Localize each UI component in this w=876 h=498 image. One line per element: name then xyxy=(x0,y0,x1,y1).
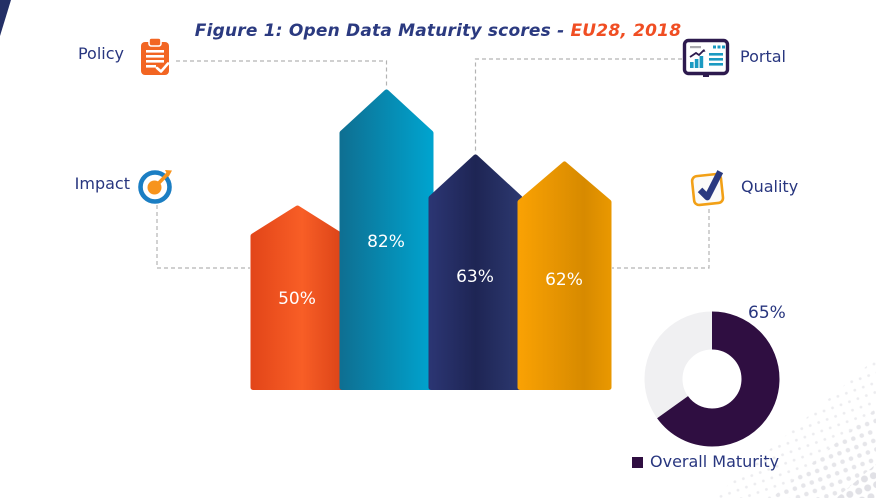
clipboard-icon xyxy=(141,37,170,75)
connector-impact xyxy=(156,205,250,269)
figure-title: Figure 1: Open Data Maturity scores - EU… xyxy=(0,21,876,41)
bar-value-policy: 82% xyxy=(367,232,405,252)
connector-portal xyxy=(474,58,682,151)
bar-quality xyxy=(517,161,612,390)
bar-policy xyxy=(339,89,434,390)
legend-swatch xyxy=(632,457,643,468)
label-impact: Impact xyxy=(74,174,130,193)
label-policy: Policy xyxy=(77,44,124,63)
figure-title-main: Figure 1: Open Data Maturity scores - xyxy=(194,21,571,41)
corner-triangle-decoration xyxy=(0,0,11,36)
bar-value-impact: 50% xyxy=(278,289,316,309)
bar-value-quality: 62% xyxy=(545,270,583,290)
donut-chart xyxy=(644,311,780,447)
bar-impact xyxy=(250,205,345,390)
bar-portal xyxy=(428,154,523,390)
halftone-dots-decoration xyxy=(713,358,876,498)
connector-policy xyxy=(176,60,388,86)
connector-quality xyxy=(612,209,710,269)
dashboard-icon xyxy=(682,38,730,77)
checkbox-icon xyxy=(690,170,725,207)
bar-value-portal: 63% xyxy=(456,267,494,287)
donut-value-label: 65% xyxy=(748,303,786,323)
legend: Overall Maturity xyxy=(632,452,779,471)
donut-value-arc xyxy=(644,311,780,447)
label-portal: Portal xyxy=(740,47,786,66)
label-quality: Quality xyxy=(741,177,799,196)
legend-label: Overall Maturity xyxy=(650,452,780,471)
target-icon xyxy=(138,170,172,204)
figure-title-highlight: EU28, 2018 xyxy=(570,21,682,41)
